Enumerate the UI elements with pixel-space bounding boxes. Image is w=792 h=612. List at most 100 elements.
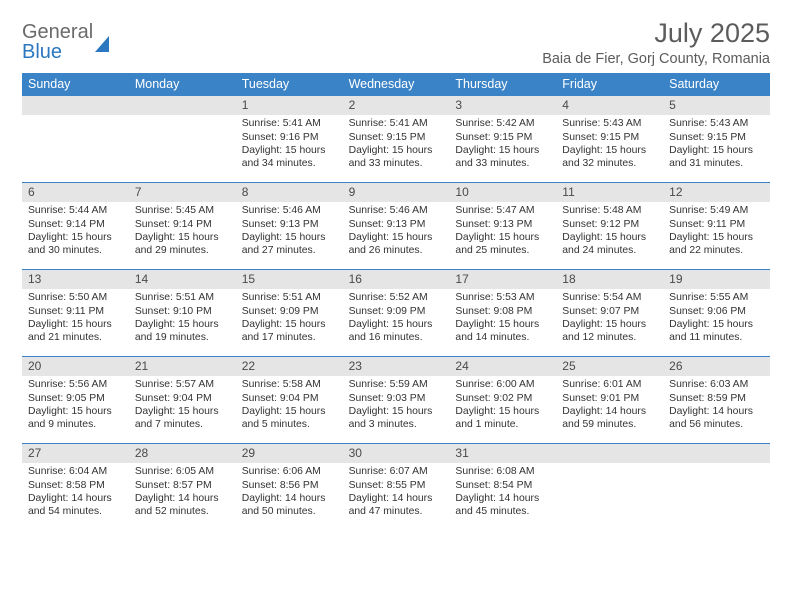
day-header-row: Sunday Monday Tuesday Wednesday Thursday… xyxy=(22,73,770,95)
day-number: 27 xyxy=(22,444,129,463)
sunrise-text: Sunrise: 5:48 AM xyxy=(562,204,657,217)
day-number: 25 xyxy=(556,357,663,376)
day-number: 1 xyxy=(236,96,343,115)
day-number: 28 xyxy=(129,444,236,463)
day-number xyxy=(129,96,236,115)
day-body: Sunrise: 5:54 AMSunset: 9:07 PMDaylight:… xyxy=(556,289,663,348)
sunrise-text: Sunrise: 6:03 AM xyxy=(669,378,764,391)
day-cell: 1Sunrise: 5:41 AMSunset: 9:16 PMDaylight… xyxy=(236,96,343,182)
sunrise-text: Sunrise: 6:08 AM xyxy=(455,465,550,478)
daylight-text: Daylight: 15 hours and 5 minutes. xyxy=(242,405,337,432)
sunset-text: Sunset: 9:06 PM xyxy=(669,305,764,318)
brand-line1: General xyxy=(22,22,93,42)
daylight-text: Daylight: 15 hours and 33 minutes. xyxy=(455,144,550,171)
day-number: 2 xyxy=(343,96,450,115)
sunrise-text: Sunrise: 5:41 AM xyxy=(349,117,444,130)
day-number: 11 xyxy=(556,183,663,202)
day-cell: 29Sunrise: 6:06 AMSunset: 8:56 PMDayligh… xyxy=(236,444,343,530)
daylight-text: Daylight: 15 hours and 33 minutes. xyxy=(349,144,444,171)
daylight-text: Daylight: 14 hours and 50 minutes. xyxy=(242,492,337,519)
daylight-text: Daylight: 14 hours and 56 minutes. xyxy=(669,405,764,432)
day-body: Sunrise: 6:00 AMSunset: 9:02 PMDaylight:… xyxy=(449,376,556,435)
day-number: 6 xyxy=(22,183,129,202)
daylight-text: Daylight: 15 hours and 16 minutes. xyxy=(349,318,444,345)
day-number: 15 xyxy=(236,270,343,289)
calendar: Sunday Monday Tuesday Wednesday Thursday… xyxy=(22,73,770,530)
day-cell: 15Sunrise: 5:51 AMSunset: 9:09 PMDayligh… xyxy=(236,270,343,356)
sunset-text: Sunset: 9:15 PM xyxy=(455,131,550,144)
sunset-text: Sunset: 8:56 PM xyxy=(242,479,337,492)
sunset-text: Sunset: 9:11 PM xyxy=(669,218,764,231)
page-subtitle: Baia de Fier, Gorj County, Romania xyxy=(542,51,770,67)
day-cell: 17Sunrise: 5:53 AMSunset: 9:08 PMDayligh… xyxy=(449,270,556,356)
sunset-text: Sunset: 9:14 PM xyxy=(135,218,230,231)
sunrise-text: Sunrise: 5:42 AM xyxy=(455,117,550,130)
day-body: Sunrise: 5:43 AMSunset: 9:15 PMDaylight:… xyxy=(663,115,770,174)
day-body: Sunrise: 6:06 AMSunset: 8:56 PMDaylight:… xyxy=(236,463,343,522)
sunrise-text: Sunrise: 5:46 AM xyxy=(349,204,444,217)
daylight-text: Daylight: 15 hours and 19 minutes. xyxy=(135,318,230,345)
sunset-text: Sunset: 9:15 PM xyxy=(562,131,657,144)
day-body: Sunrise: 6:04 AMSunset: 8:58 PMDaylight:… xyxy=(22,463,129,522)
day-cell: 18Sunrise: 5:54 AMSunset: 9:07 PMDayligh… xyxy=(556,270,663,356)
sunset-text: Sunset: 8:55 PM xyxy=(349,479,444,492)
sunset-text: Sunset: 9:11 PM xyxy=(28,305,123,318)
day-number: 20 xyxy=(22,357,129,376)
day-number: 8 xyxy=(236,183,343,202)
day-body: Sunrise: 5:51 AMSunset: 9:09 PMDaylight:… xyxy=(236,289,343,348)
day-number: 4 xyxy=(556,96,663,115)
sunrise-text: Sunrise: 5:51 AM xyxy=(135,291,230,304)
day-cell: 27Sunrise: 6:04 AMSunset: 8:58 PMDayligh… xyxy=(22,444,129,530)
day-header: Thursday xyxy=(449,73,556,95)
day-body xyxy=(22,115,129,121)
sunrise-text: Sunrise: 5:59 AM xyxy=(349,378,444,391)
sunset-text: Sunset: 9:01 PM xyxy=(562,392,657,405)
day-number: 7 xyxy=(129,183,236,202)
day-number: 14 xyxy=(129,270,236,289)
daylight-text: Daylight: 15 hours and 34 minutes. xyxy=(242,144,337,171)
sunset-text: Sunset: 9:09 PM xyxy=(242,305,337,318)
day-cell: 28Sunrise: 6:05 AMSunset: 8:57 PMDayligh… xyxy=(129,444,236,530)
day-cell: 30Sunrise: 6:07 AMSunset: 8:55 PMDayligh… xyxy=(343,444,450,530)
day-body: Sunrise: 6:05 AMSunset: 8:57 PMDaylight:… xyxy=(129,463,236,522)
day-body: Sunrise: 5:47 AMSunset: 9:13 PMDaylight:… xyxy=(449,202,556,261)
day-cell: 11Sunrise: 5:48 AMSunset: 9:12 PMDayligh… xyxy=(556,183,663,269)
day-body: Sunrise: 5:57 AMSunset: 9:04 PMDaylight:… xyxy=(129,376,236,435)
day-body: Sunrise: 5:41 AMSunset: 9:16 PMDaylight:… xyxy=(236,115,343,174)
day-cell: 23Sunrise: 5:59 AMSunset: 9:03 PMDayligh… xyxy=(343,357,450,443)
day-header: Friday xyxy=(556,73,663,95)
sunrise-text: Sunrise: 5:43 AM xyxy=(669,117,764,130)
day-body: Sunrise: 5:50 AMSunset: 9:11 PMDaylight:… xyxy=(22,289,129,348)
sunrise-text: Sunrise: 5:53 AM xyxy=(455,291,550,304)
sunset-text: Sunset: 9:05 PM xyxy=(28,392,123,405)
day-number: 23 xyxy=(343,357,450,376)
daylight-text: Daylight: 15 hours and 22 minutes. xyxy=(669,231,764,258)
daylight-text: Daylight: 15 hours and 12 minutes. xyxy=(562,318,657,345)
day-cell: 2Sunrise: 5:41 AMSunset: 9:15 PMDaylight… xyxy=(343,96,450,182)
daylight-text: Daylight: 14 hours and 54 minutes. xyxy=(28,492,123,519)
weeks-container: 1Sunrise: 5:41 AMSunset: 9:16 PMDaylight… xyxy=(22,95,770,530)
sunrise-text: Sunrise: 5:43 AM xyxy=(562,117,657,130)
day-cell: 12Sunrise: 5:49 AMSunset: 9:11 PMDayligh… xyxy=(663,183,770,269)
day-cell: 31Sunrise: 6:08 AMSunset: 8:54 PMDayligh… xyxy=(449,444,556,530)
day-cell: 14Sunrise: 5:51 AMSunset: 9:10 PMDayligh… xyxy=(129,270,236,356)
day-body: Sunrise: 6:03 AMSunset: 8:59 PMDaylight:… xyxy=(663,376,770,435)
day-number xyxy=(22,96,129,115)
day-body: Sunrise: 5:43 AMSunset: 9:15 PMDaylight:… xyxy=(556,115,663,174)
day-body: Sunrise: 5:51 AMSunset: 9:10 PMDaylight:… xyxy=(129,289,236,348)
sunset-text: Sunset: 9:08 PM xyxy=(455,305,550,318)
day-number: 31 xyxy=(449,444,556,463)
day-header: Tuesday xyxy=(236,73,343,95)
daylight-text: Daylight: 14 hours and 52 minutes. xyxy=(135,492,230,519)
day-cell xyxy=(22,96,129,182)
day-cell: 19Sunrise: 5:55 AMSunset: 9:06 PMDayligh… xyxy=(663,270,770,356)
sunset-text: Sunset: 9:02 PM xyxy=(455,392,550,405)
daylight-text: Daylight: 15 hours and 7 minutes. xyxy=(135,405,230,432)
week-row: 20Sunrise: 5:56 AMSunset: 9:05 PMDayligh… xyxy=(22,356,770,443)
page: General Blue July 2025 Baia de Fier, Gor… xyxy=(0,0,792,542)
sunset-text: Sunset: 9:13 PM xyxy=(455,218,550,231)
day-number: 30 xyxy=(343,444,450,463)
daylight-text: Daylight: 14 hours and 59 minutes. xyxy=(562,405,657,432)
sunset-text: Sunset: 9:16 PM xyxy=(242,131,337,144)
day-body xyxy=(663,463,770,469)
